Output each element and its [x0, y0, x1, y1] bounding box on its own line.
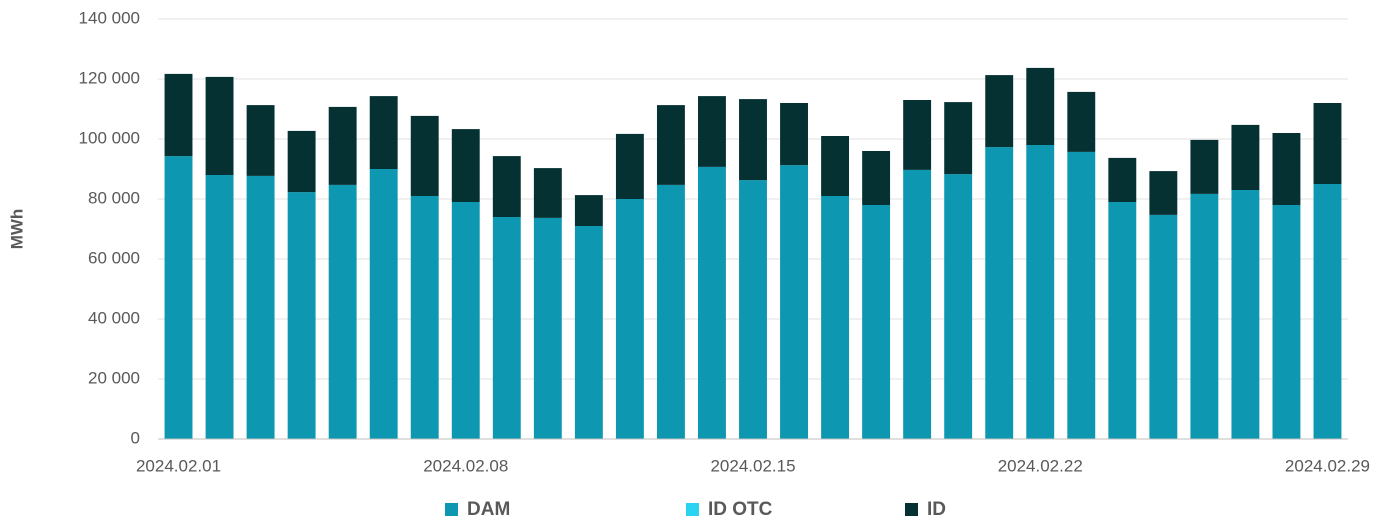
bar-segment [944, 174, 973, 439]
bar-segment [739, 180, 767, 439]
bar-segment [821, 196, 850, 439]
bar-segment [1149, 214, 1178, 439]
bar-segment [615, 133, 644, 199]
x-tick-label: 2024.02.08 [423, 456, 508, 475]
legend-swatch [445, 503, 458, 516]
bar-segment [698, 96, 726, 167]
x-tick-label: 2024.02.29 [1285, 456, 1370, 475]
bar-segment [328, 106, 357, 185]
bar-segment [287, 130, 316, 193]
bar-segment [410, 115, 439, 196]
bar-segment [492, 156, 521, 217]
bar-segment [1272, 133, 1301, 205]
bar-segment [164, 73, 193, 157]
bar-segment [369, 169, 398, 439]
bar-segment [1231, 124, 1260, 190]
bar-segment [903, 100, 932, 170]
legend-swatch [905, 503, 918, 516]
x-tick-label: 2024.02.01 [136, 456, 221, 475]
legend-label: DAM [467, 499, 510, 520]
bar-segment [1190, 193, 1219, 439]
bar-segment [1026, 145, 1055, 439]
bar-segment [985, 147, 1014, 439]
bar-segment [862, 151, 891, 205]
bar-segment [451, 129, 480, 202]
y-axis-label: MWh [7, 209, 26, 250]
bar-segment [739, 99, 767, 181]
x-tick-label: 2024.02.22 [998, 456, 1083, 475]
bar-segment [533, 168, 562, 218]
bar-segment [862, 205, 891, 439]
bar-segment [574, 226, 603, 439]
bar-segment [328, 184, 357, 439]
bar-segment [205, 76, 234, 175]
bar-segment [492, 217, 521, 439]
bar-segment [533, 217, 562, 439]
bar-segment [1190, 139, 1219, 194]
y-tick-label: 140 000 [79, 8, 140, 27]
bar-segment [1026, 67, 1055, 145]
y-tick-label: 20 000 [88, 368, 140, 387]
bar-segment [1149, 171, 1178, 215]
bar-segment [451, 202, 480, 439]
y-tick-label: 120 000 [79, 68, 140, 87]
bar-segment [1313, 184, 1342, 439]
bar-segment [369, 96, 398, 169]
bar-segment [164, 156, 193, 439]
legend-swatch [686, 503, 699, 516]
bar-segment [615, 199, 644, 439]
bar-segment [903, 169, 932, 439]
y-tick-label: 60 000 [88, 248, 140, 267]
bar-segment [780, 103, 808, 166]
bar-segment [1067, 91, 1096, 152]
bar-segment [1313, 103, 1342, 184]
bar-segment [246, 105, 275, 176]
y-tick-label: 100 000 [79, 128, 140, 147]
bar-segment [205, 175, 234, 439]
bar-segment [1067, 151, 1096, 439]
bar-segment [985, 75, 1014, 148]
x-tick-label: 2024.02.15 [710, 456, 795, 475]
bar-segment [1108, 202, 1137, 439]
bar-segment [246, 175, 275, 439]
bar-segment [1272, 205, 1301, 439]
bar-segment [410, 196, 439, 439]
bar-segment [1108, 157, 1137, 202]
bar-segment [821, 136, 850, 196]
bar-segment [287, 192, 316, 439]
y-tick-label: 40 000 [88, 308, 140, 327]
legend-label: ID [927, 499, 946, 520]
y-tick-label: 80 000 [88, 188, 140, 207]
bar-segment [780, 165, 808, 439]
bar-segment [656, 184, 685, 439]
bar-segment [656, 105, 685, 185]
bar-segment [944, 102, 973, 175]
legend-label: ID OTC [708, 499, 773, 520]
bar-segment [574, 195, 603, 226]
bar-segment [1231, 190, 1260, 439]
y-tick-label: 0 [131, 428, 140, 447]
bar-segment [698, 166, 726, 439]
